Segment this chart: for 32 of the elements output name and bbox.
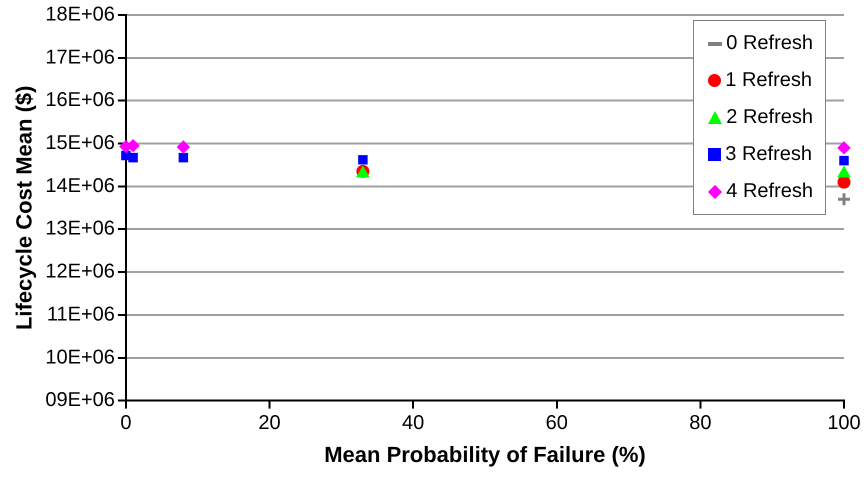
- point: [178, 152, 188, 162]
- x-tick-label: 80: [689, 412, 712, 434]
- x-tick-label: 100: [827, 412, 861, 434]
- point: [128, 152, 138, 162]
- point: [358, 155, 368, 165]
- y-tick-label: 16E+06: [45, 89, 115, 112]
- y-tick-label: 13E+06: [45, 218, 115, 240]
- y-tick-label: 15E+06: [45, 132, 115, 154]
- x-tick-label: 40: [402, 412, 424, 434]
- point: [836, 192, 852, 207]
- y-tick-label: 17E+06: [45, 46, 115, 68]
- point: [838, 141, 850, 154]
- legend-label: 3 Refresh: [725, 143, 812, 166]
- y-tick-label: 14E+06: [45, 174, 115, 197]
- y-tick-label: 11E+06: [46, 303, 115, 326]
- x-tick-label: 0: [120, 412, 132, 434]
- legend-label: 4 Refresh: [726, 180, 813, 203]
- y-tick-label: 09E+06: [45, 389, 115, 412]
- point: [838, 176, 850, 189]
- point: [839, 156, 849, 166]
- x-axis-title: Mean Probability of Failure (%): [324, 442, 646, 467]
- y-tick-label: 12E+06: [45, 260, 115, 283]
- legend-label: 2 Refresh: [726, 106, 813, 129]
- legend-label: 1 Refresh: [725, 69, 812, 92]
- y-axis-title: Lifecycle Cost Mean ($): [11, 86, 36, 330]
- point: [837, 166, 851, 178]
- legend-label: 0 Refresh: [726, 32, 813, 55]
- point: [176, 140, 190, 154]
- y-tick-label: 10E+06: [45, 346, 115, 368]
- x-tick-label: 60: [546, 412, 568, 434]
- x-tick-label: 20: [258, 412, 281, 434]
- y-tick-label: 18E+06: [45, 4, 115, 26]
